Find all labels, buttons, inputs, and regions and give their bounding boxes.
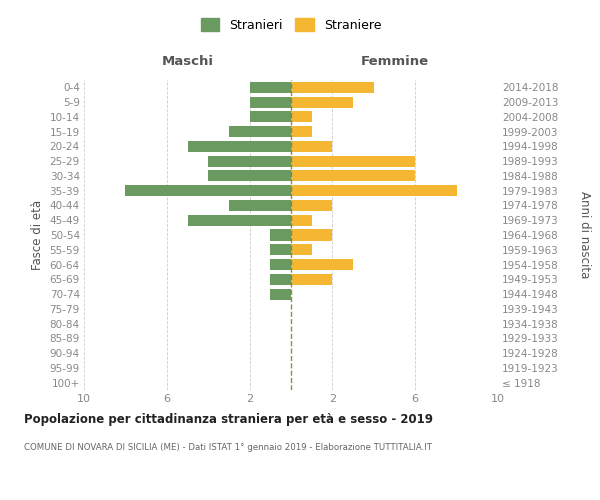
Y-axis label: Anni di nascita: Anni di nascita [578,192,592,278]
Text: Maschi: Maschi [161,55,214,68]
Bar [271,288,291,300]
Bar [187,214,291,226]
Text: COMUNE DI NOVARA DI SICILIA (ME) - Dati ISTAT 1° gennaio 2019 - Elaborazione TUT: COMUNE DI NOVARA DI SICILIA (ME) - Dati … [24,442,432,452]
Bar [291,96,353,108]
Bar [291,112,312,122]
Bar [208,156,291,166]
Bar [250,112,291,122]
Bar [208,170,291,181]
Bar [291,185,457,196]
Bar [125,185,291,196]
Bar [187,141,291,152]
Bar [291,156,415,166]
Bar [291,141,332,152]
Text: Femmine: Femmine [361,55,428,68]
Bar [291,274,332,285]
Bar [291,200,332,211]
Bar [229,126,291,137]
Bar [291,126,312,137]
Bar [291,259,353,270]
Bar [291,214,312,226]
Text: Popolazione per cittadinanza straniera per età e sesso - 2019: Popolazione per cittadinanza straniera p… [24,412,433,426]
Bar [271,259,291,270]
Bar [291,244,312,256]
Bar [271,244,291,256]
Bar [250,82,291,93]
Bar [271,230,291,240]
Bar [291,82,374,93]
Bar [229,200,291,211]
Bar [250,96,291,108]
Bar [291,170,415,181]
Bar [271,274,291,285]
Bar [291,230,332,240]
Y-axis label: Fasce di età: Fasce di età [31,200,44,270]
Legend: Stranieri, Straniere: Stranieri, Straniere [200,18,382,32]
